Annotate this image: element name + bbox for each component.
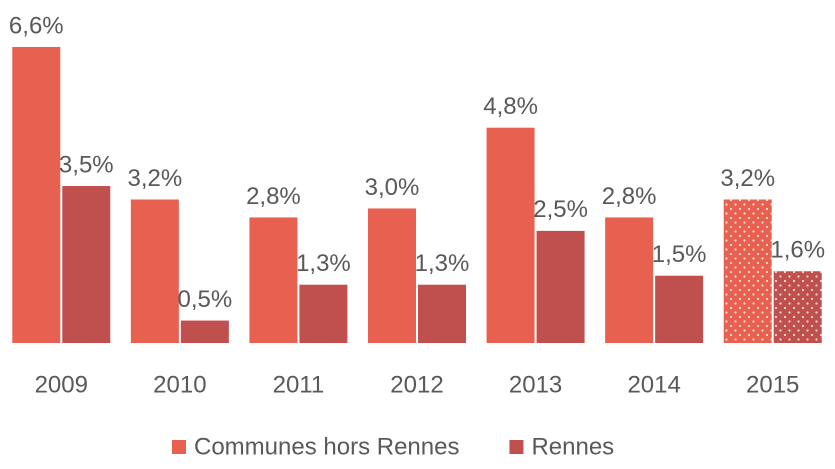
x-tick-label: 2015 xyxy=(746,371,799,398)
bar xyxy=(655,275,704,343)
bar xyxy=(368,208,416,343)
bar xyxy=(773,271,822,343)
data-label: 6,6% xyxy=(9,12,64,39)
data-label: 3,2% xyxy=(720,165,775,192)
x-tick-label: 2010 xyxy=(153,371,206,398)
data-label: 2,8% xyxy=(246,183,301,210)
data-label: 3,5% xyxy=(59,151,114,178)
legend-label: Rennes xyxy=(531,433,614,460)
x-tick-label: 2011 xyxy=(273,371,325,398)
data-label: 1,3% xyxy=(296,250,351,277)
x-tick-label: 2014 xyxy=(627,371,680,398)
legend-label: Communes hors Rennes xyxy=(194,433,459,460)
data-label: 1,3% xyxy=(415,250,470,277)
bar xyxy=(130,199,179,343)
bar xyxy=(12,47,61,343)
bar xyxy=(536,230,585,343)
data-label: 0,5% xyxy=(178,286,233,313)
bar xyxy=(180,320,229,343)
bar xyxy=(62,186,111,343)
legend-swatch xyxy=(172,440,186,454)
data-label: 1,5% xyxy=(652,241,707,268)
legend-swatch xyxy=(509,440,524,454)
bar xyxy=(486,127,535,344)
data-label: 3,2% xyxy=(128,165,183,192)
x-tick-label: 2012 xyxy=(390,371,443,398)
data-label: 2,5% xyxy=(533,196,588,223)
data-label: 2,8% xyxy=(602,183,657,210)
x-tick-label: 2013 xyxy=(509,371,562,398)
bar xyxy=(299,284,348,343)
bar xyxy=(723,199,772,343)
x-tick-label: 2009 xyxy=(35,371,88,398)
data-label: 4,8% xyxy=(483,93,538,120)
bar xyxy=(418,284,466,343)
data-label: 3,0% xyxy=(365,174,420,201)
data-label: 1,6% xyxy=(770,237,825,264)
bar xyxy=(605,217,654,343)
bar xyxy=(249,217,298,343)
